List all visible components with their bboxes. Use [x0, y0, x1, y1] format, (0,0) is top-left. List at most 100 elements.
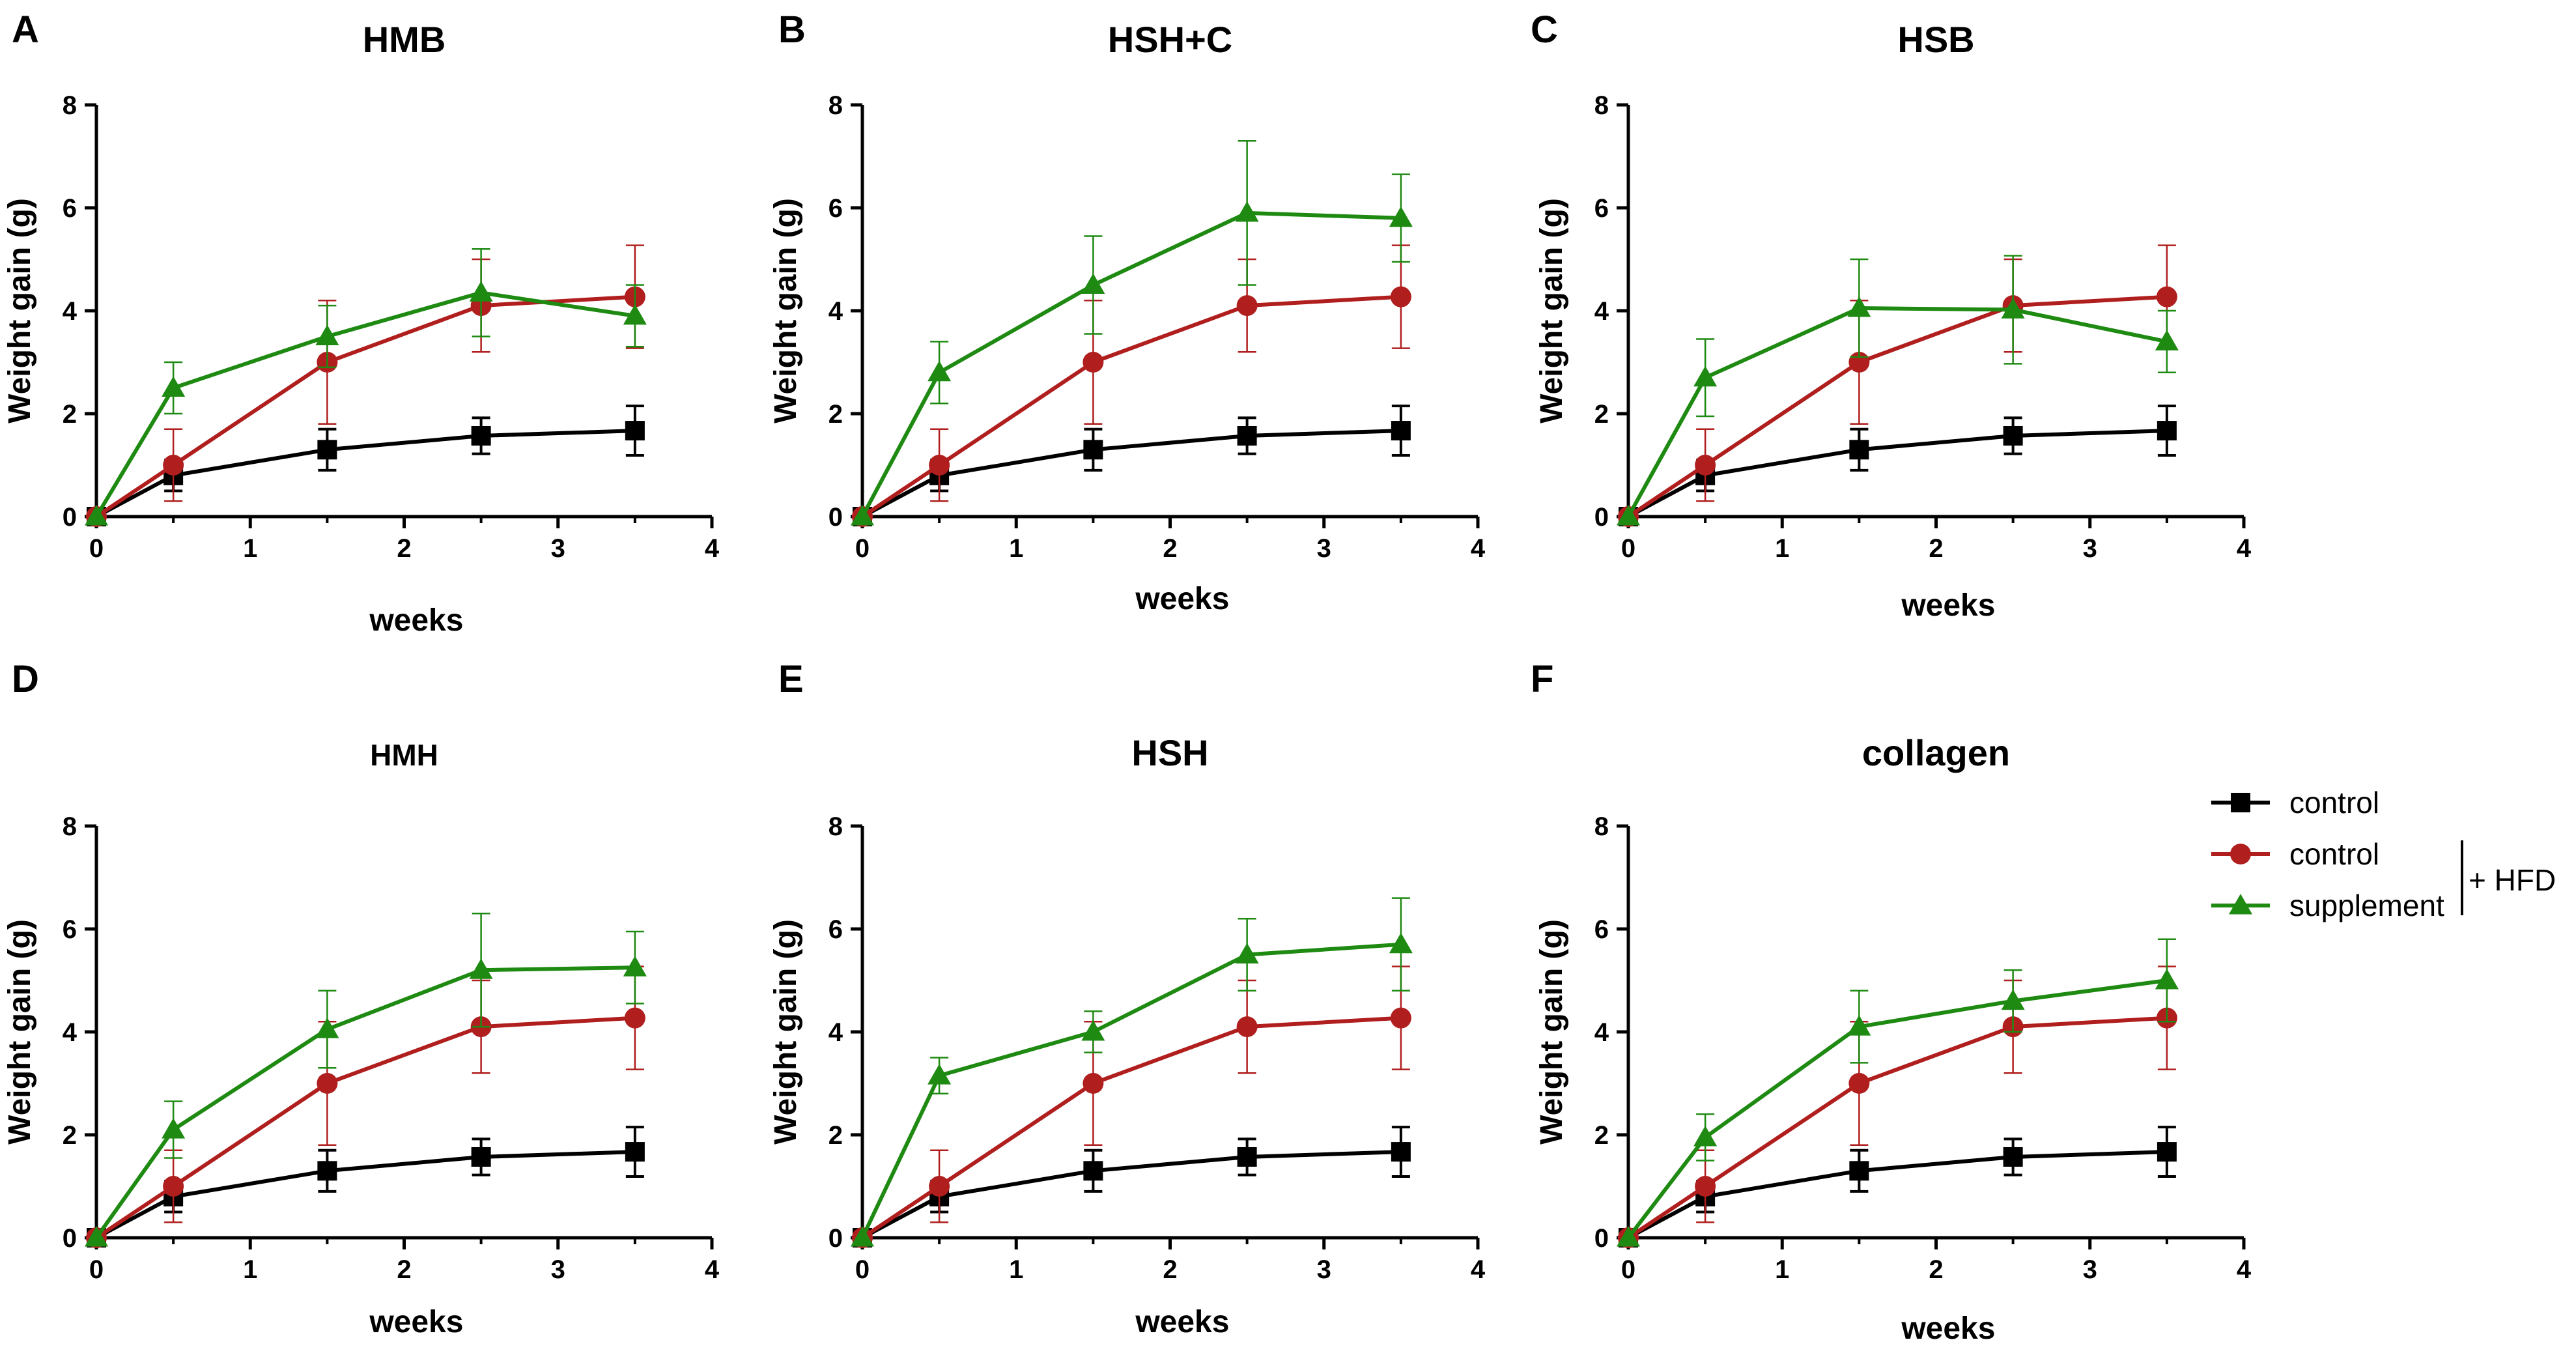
- x-tick-label: 2: [1929, 534, 1943, 563]
- y-tick-label: 8: [828, 812, 843, 841]
- chart-title: HSH+C: [1108, 19, 1232, 60]
- triangle-marker-0: [85, 505, 108, 526]
- triangle-marker-4: [1389, 932, 1413, 954]
- circle-marker-1: [2230, 844, 2251, 864]
- x-tick-label: 4: [705, 1255, 720, 1284]
- square-marker-2: [1849, 440, 1869, 460]
- x-axis-label: weeks: [1901, 1311, 1995, 1346]
- square-marker-2: [317, 1161, 337, 1181]
- chart-panel-C: C HSB 0 1 2 3 4 0 2 4 6 8 weeks Weight gain (g): [1531, 8, 2252, 623]
- series-2: [1617, 255, 2179, 526]
- y-axis-label: Weight gain (g): [3, 919, 37, 1145]
- y-tick-label: 8: [828, 91, 843, 120]
- x-tick-label: 3: [2083, 1255, 2097, 1284]
- x-axis-label: weeks: [1901, 588, 1995, 623]
- triangle-marker-1: [162, 376, 186, 397]
- y-tick-label: 2: [1594, 1121, 1609, 1150]
- y-tick-label: 2: [1594, 400, 1609, 429]
- chart-title: HMH: [370, 738, 438, 772]
- y-tick-label: 0: [1594, 503, 1609, 532]
- triangle-marker-3: [1235, 943, 1259, 963]
- x-tick-label: 3: [2083, 534, 2097, 563]
- triangle-marker-2: [315, 324, 339, 345]
- y-tick-label: 2: [63, 1121, 77, 1150]
- x-tick-label: 2: [397, 534, 411, 563]
- triangle-marker-2: [2229, 894, 2252, 915]
- triangle-marker-4: [2155, 330, 2179, 350]
- y-tick-label: 4: [1594, 1018, 1609, 1047]
- x-axis-label: weeks: [1135, 582, 1229, 616]
- x-tick-label: 0: [1621, 534, 1635, 563]
- circle-marker-1: [1695, 455, 1716, 476]
- triangle-marker-1: [1693, 365, 1718, 387]
- x-tick-label: 4: [1471, 534, 1486, 563]
- y-tick-label: 6: [828, 915, 843, 944]
- square-marker-4: [2157, 1142, 2177, 1162]
- square-marker-4: [1391, 1142, 1411, 1162]
- triangle-marker-3: [2001, 298, 2025, 319]
- y-axis-label: Weight gain (g): [769, 198, 803, 423]
- triangle-marker-3: [1235, 201, 1259, 222]
- chart-title: HMB: [363, 19, 446, 60]
- circle-marker-3: [1236, 295, 1258, 317]
- y-tick-label: 0: [828, 503, 843, 532]
- x-tick-label: 1: [1009, 534, 1023, 563]
- circle-marker-1: [929, 1176, 950, 1197]
- legend: control control supplement + HFD: [2211, 786, 2556, 922]
- triangle-marker-2: [1847, 296, 1871, 317]
- square-marker-4: [2157, 421, 2177, 441]
- chart-panels: A HMB 0 1 2 3 4 0 2 4 6 8 weeks Weight gain (g) B HSH+C…: [3, 8, 2252, 1346]
- triangle-marker-0: [85, 1226, 108, 1247]
- x-axis-label: weeks: [369, 603, 463, 638]
- series-2: [851, 897, 1413, 1247]
- y-tick-label: 2: [828, 1121, 843, 1150]
- x-tick-label: 1: [1009, 1255, 1023, 1284]
- circle-marker-4: [1390, 1007, 1411, 1029]
- legend-entry-1: control: [2211, 837, 2379, 871]
- y-tick-label: 0: [1594, 1224, 1609, 1253]
- x-tick-label: 3: [551, 1255, 565, 1284]
- x-tick-label: 0: [1621, 1255, 1635, 1284]
- square-marker-2: [317, 440, 337, 460]
- panel-letter: B: [778, 8, 806, 51]
- y-tick-label: 4: [63, 297, 78, 326]
- triangle-marker-1: [1693, 1125, 1718, 1147]
- series-2: [1617, 938, 2179, 1247]
- x-tick-label: 0: [89, 1255, 104, 1284]
- square-marker-2: [1083, 1161, 1103, 1181]
- legend-label: control: [2289, 786, 2379, 820]
- triangle-marker-0: [1617, 1226, 1640, 1247]
- x-tick-label: 3: [1317, 534, 1331, 563]
- circle-marker-4: [1390, 286, 1411, 307]
- x-tick-label: 1: [243, 534, 257, 563]
- square-marker-3: [1237, 425, 1257, 446]
- x-tick-label: 0: [855, 1255, 870, 1284]
- series-2: [85, 913, 647, 1247]
- y-axis-label: Weight gain (g): [769, 919, 803, 1145]
- chart-panel-D: D HMH 0 1 2 3 4 0 2 4 6 8 weeks Weight gain (g): [3, 658, 720, 1339]
- triangle-marker-2: [1081, 273, 1105, 294]
- y-tick-label: 6: [63, 194, 77, 223]
- y-axis-label: Weight gain (g): [3, 198, 37, 423]
- panel-letter: A: [12, 8, 39, 51]
- square-marker-4: [1391, 421, 1411, 441]
- series-2: [851, 140, 1413, 526]
- circle-marker-2: [1848, 1073, 1870, 1094]
- triangle-marker-3: [2001, 989, 2025, 1010]
- y-tick-label: 0: [63, 503, 77, 532]
- circle-marker-3: [1236, 1016, 1258, 1038]
- y-tick-label: 8: [63, 812, 77, 841]
- chart-panel-A: A HMB 0 1 2 3 4 0 2 4 6 8 weeks Weight gain (g): [3, 8, 720, 638]
- triangle-marker-2: [1081, 1020, 1105, 1041]
- x-axis-label: weeks: [369, 1305, 463, 1339]
- y-tick-label: 6: [1594, 194, 1609, 223]
- square-marker-0: [2231, 793, 2250, 812]
- y-tick-label: 8: [1594, 91, 1609, 120]
- y-tick-label: 2: [63, 400, 77, 429]
- circle-marker-1: [163, 1176, 184, 1197]
- chart-title: HSB: [1897, 19, 1974, 60]
- triangle-marker-0: [851, 505, 874, 526]
- x-tick-label: 4: [705, 534, 720, 563]
